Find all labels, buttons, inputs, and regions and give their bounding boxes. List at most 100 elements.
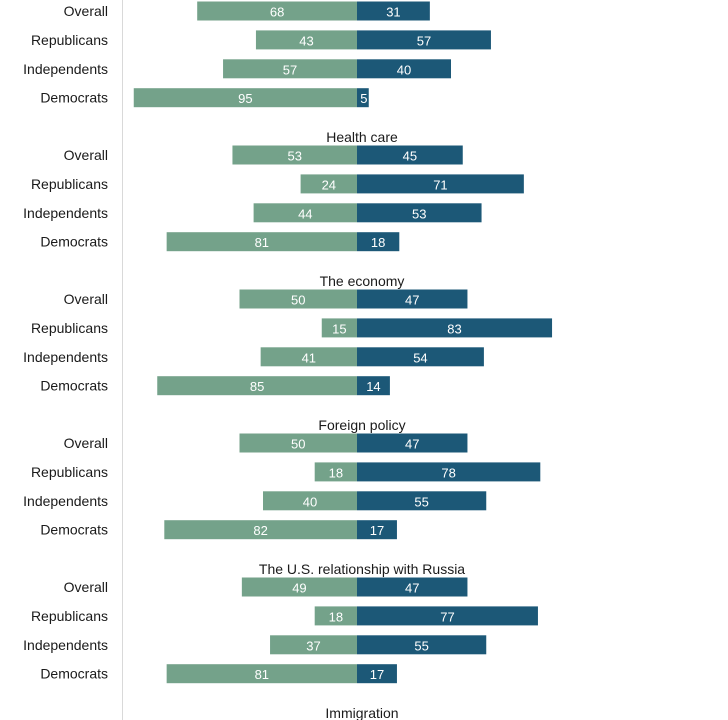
row-label: Democrats bbox=[40, 522, 108, 538]
bar-left bbox=[241, 577, 357, 597]
row-label: Independents bbox=[23, 205, 108, 221]
bar-right bbox=[357, 433, 468, 453]
bar-right bbox=[357, 232, 400, 252]
row-label: Democrats bbox=[40, 234, 108, 250]
bar-left bbox=[197, 1, 357, 21]
bar-right bbox=[357, 318, 553, 338]
bar-left bbox=[164, 520, 357, 540]
group-title: Immigration bbox=[325, 705, 398, 720]
bar-right bbox=[357, 88, 369, 108]
bar-left bbox=[263, 491, 357, 511]
bar-right bbox=[357, 145, 463, 165]
row-label: Democrats bbox=[40, 378, 108, 394]
row-label: Overall bbox=[64, 147, 108, 163]
bar-value-left: 43 bbox=[299, 33, 313, 48]
bar-value-left: 50 bbox=[291, 437, 305, 452]
bar-right bbox=[357, 1, 430, 21]
bar-value-right: 18 bbox=[371, 235, 385, 250]
bar-left bbox=[321, 318, 357, 338]
bar-right bbox=[357, 664, 397, 684]
bar-left bbox=[260, 347, 357, 367]
bar-value-right: 45 bbox=[403, 149, 417, 164]
bar-value-left: 57 bbox=[283, 62, 297, 77]
bar-right bbox=[357, 59, 451, 79]
bar-left bbox=[166, 664, 357, 684]
bar-value-left: 81 bbox=[255, 235, 269, 250]
bar-value-right: 55 bbox=[414, 494, 428, 509]
bar-right bbox=[357, 203, 482, 223]
row-label: Independents bbox=[23, 637, 108, 653]
bar-left bbox=[239, 433, 357, 453]
bar-right bbox=[357, 30, 491, 50]
bar-value-right: 5 bbox=[360, 91, 367, 106]
bar-value-right: 40 bbox=[397, 62, 411, 77]
group-title: The economy bbox=[320, 273, 405, 289]
bar-left bbox=[133, 88, 357, 108]
bar-value-right: 53 bbox=[412, 206, 426, 221]
bar-left bbox=[223, 59, 357, 79]
bar-right bbox=[357, 289, 468, 309]
bar-left bbox=[300, 174, 357, 194]
row-label: Republicans bbox=[31, 464, 108, 480]
bar-value-right: 31 bbox=[386, 5, 400, 20]
bar-right bbox=[357, 347, 484, 367]
bar-value-left: 50 bbox=[291, 293, 305, 308]
row-label: Democrats bbox=[40, 90, 108, 106]
bar-value-left: 18 bbox=[329, 465, 343, 480]
bar-value-right: 77 bbox=[440, 609, 454, 624]
bar-value-left: 95 bbox=[238, 91, 252, 106]
row-label: Overall bbox=[64, 579, 108, 595]
row-label: Overall bbox=[64, 435, 108, 451]
row-label: Republicans bbox=[31, 608, 108, 624]
row-label: Overall bbox=[64, 291, 108, 307]
row-label: Republicans bbox=[31, 176, 108, 192]
bar-value-left: 85 bbox=[250, 379, 264, 394]
bar-value-left: 53 bbox=[287, 149, 301, 164]
row-label: Republicans bbox=[31, 320, 108, 336]
bar-left bbox=[255, 30, 357, 50]
bar-value-right: 54 bbox=[413, 350, 427, 365]
bar-left bbox=[270, 635, 357, 655]
bar-right bbox=[357, 606, 538, 626]
group-title: The U.S. relationship with Russia bbox=[259, 561, 465, 577]
group-title: Health care bbox=[326, 129, 398, 145]
row-label: Independents bbox=[23, 493, 108, 509]
bar-left bbox=[314, 606, 357, 626]
bar-value-right: 83 bbox=[447, 321, 461, 336]
bar-right bbox=[357, 635, 487, 655]
bar-value-left: 82 bbox=[253, 523, 267, 538]
bar-value-left: 37 bbox=[306, 638, 320, 653]
bar-right bbox=[357, 174, 524, 194]
bar-left bbox=[314, 462, 357, 482]
bar-right bbox=[357, 577, 468, 597]
bar-right bbox=[357, 462, 541, 482]
bar-value-right: 47 bbox=[405, 437, 419, 452]
bar-value-left: 68 bbox=[270, 5, 284, 20]
row-label: Independents bbox=[23, 61, 108, 77]
chart-marks: Overall 68 31 Republicans 43 57 Independents 5 7… bbox=[23, 1, 553, 720]
bar-value-right: 47 bbox=[405, 293, 419, 308]
bar-left bbox=[253, 203, 357, 223]
bar-value-right: 17 bbox=[370, 523, 384, 538]
bar-right bbox=[357, 491, 487, 511]
bar-value-right: 17 bbox=[370, 667, 384, 682]
bar-value-left: 81 bbox=[255, 667, 269, 682]
bar-left bbox=[239, 289, 357, 309]
bar-value-left: 41 bbox=[302, 350, 316, 365]
bar-value-right: 47 bbox=[405, 581, 419, 596]
bar-left bbox=[157, 376, 357, 396]
bar-value-left: 24 bbox=[322, 177, 336, 192]
group-title: Foreign policy bbox=[318, 417, 405, 433]
bar-value-left: 18 bbox=[329, 609, 343, 624]
bar-value-left: 15 bbox=[332, 321, 346, 336]
row-label: Overall bbox=[64, 3, 108, 19]
bar-value-left: 49 bbox=[292, 581, 306, 596]
bar-left bbox=[166, 232, 357, 252]
bar-right bbox=[357, 520, 397, 540]
bar-right bbox=[357, 376, 390, 396]
bar-value-right: 71 bbox=[433, 177, 447, 192]
bar-value-right: 14 bbox=[366, 379, 380, 394]
bar-value-right: 78 bbox=[441, 465, 455, 480]
row-label: Republicans bbox=[31, 32, 108, 48]
